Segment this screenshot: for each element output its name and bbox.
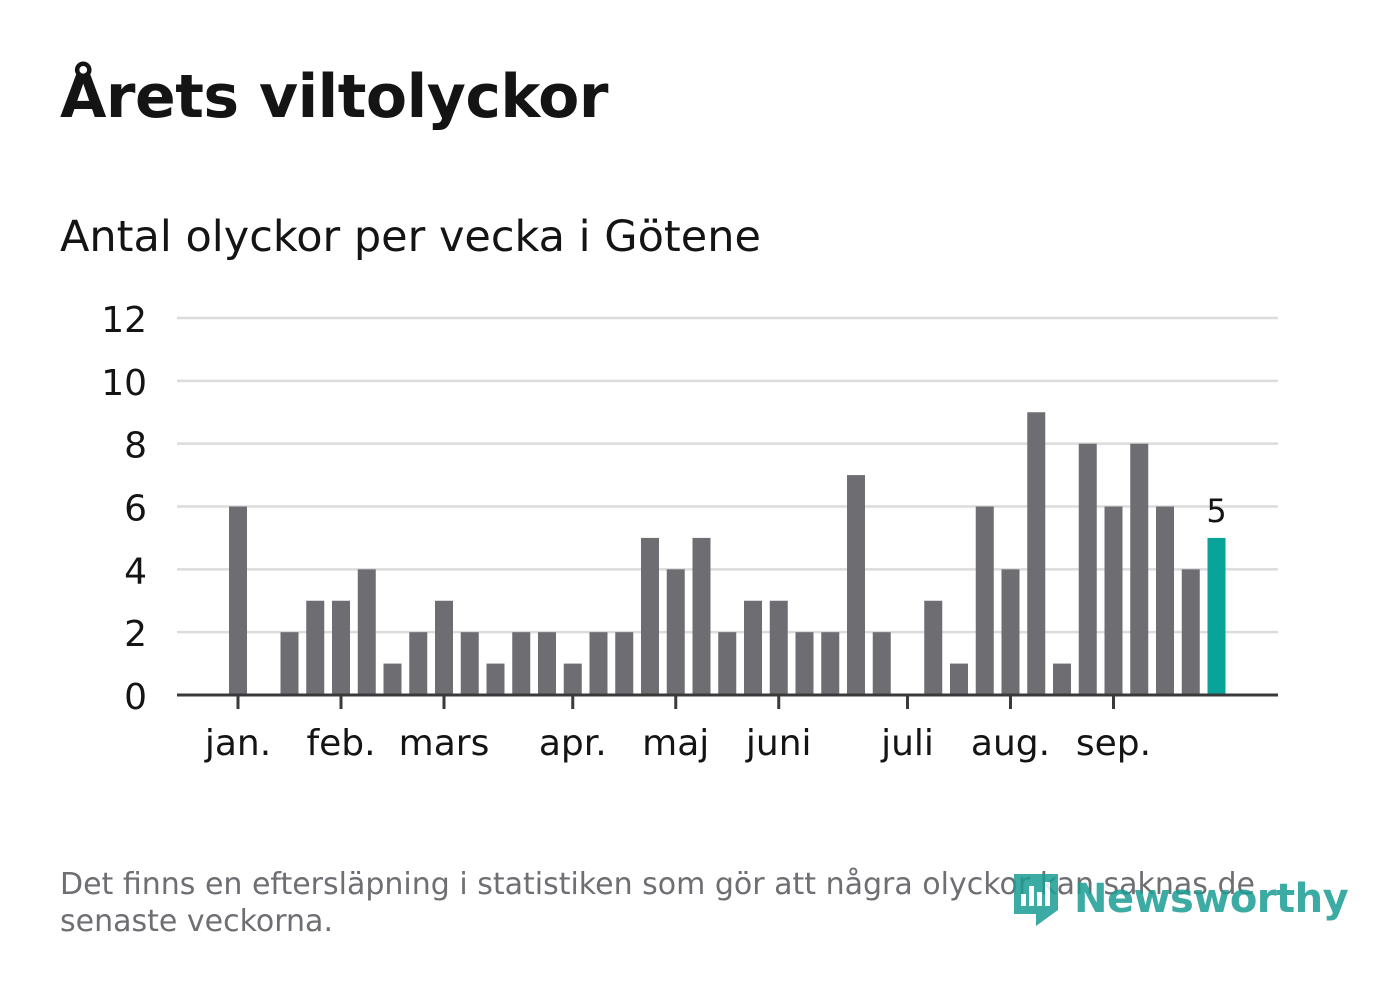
bar [1078, 443, 1097, 695]
chart-subtitle: Antal olyckor per vecka i Götene [60, 212, 761, 262]
bar [924, 600, 943, 695]
y-tick-label: 6 [124, 489, 147, 530]
bar-highlight [1207, 537, 1226, 695]
x-tick-label: maj [642, 723, 709, 764]
bar [589, 632, 608, 695]
y-tick-label: 2 [124, 614, 147, 655]
bar [1181, 569, 1200, 695]
bar [486, 663, 505, 695]
bar-chart: 0 2 4 6 8 10 12 5 jan. feb. mars apr. maj juni juli aug… [101, 300, 1278, 764]
y-tick-label: 8 [124, 426, 147, 467]
x-tick-label: feb. [306, 723, 375, 764]
bar [357, 569, 376, 695]
bar [512, 632, 531, 695]
bar [563, 663, 582, 695]
logo-text: Newsworthy [1074, 876, 1349, 922]
bar [538, 632, 556, 695]
bar [847, 475, 865, 695]
bar [409, 632, 428, 695]
y-tick-label: 0 [124, 677, 147, 718]
x-tick-label: jan. [204, 723, 271, 764]
bar [460, 632, 479, 695]
bar [1104, 506, 1123, 695]
bar [280, 632, 299, 695]
bar [435, 600, 453, 695]
chart-title: Årets viltolyckor [60, 62, 609, 132]
newsworthy-logo-icon [1014, 874, 1058, 926]
bar [769, 600, 788, 695]
x-tick-label: aug. [971, 723, 1050, 764]
bar [872, 632, 891, 695]
bar [821, 632, 840, 695]
newsworthy-logo: Newsworthy [1008, 868, 1349, 930]
x-tick-label: mars [399, 723, 490, 764]
x-tick-label: juni [745, 723, 812, 764]
bar [666, 569, 685, 695]
y-tick-label: 12 [101, 300, 147, 341]
bar [744, 600, 762, 695]
bar [692, 537, 711, 695]
bar [1027, 412, 1046, 695]
bar [1053, 663, 1071, 695]
bar [332, 600, 350, 695]
x-tick-label: juli [880, 723, 934, 764]
bar [1156, 506, 1174, 695]
bar-data-label: 5 [1206, 492, 1226, 530]
bar [795, 632, 814, 695]
x-tick-label: apr. [539, 723, 607, 764]
bar [975, 506, 994, 695]
x-tick-label: sep. [1076, 723, 1151, 764]
bar [718, 632, 737, 695]
bar [306, 600, 325, 695]
bar [1130, 443, 1149, 695]
bar [1001, 569, 1020, 695]
bar [950, 663, 968, 695]
y-tick-label: 4 [124, 551, 147, 592]
bar [383, 663, 402, 695]
bar [641, 537, 659, 695]
bar [615, 632, 634, 695]
y-tick-label: 10 [101, 363, 147, 404]
bar [229, 506, 247, 695]
